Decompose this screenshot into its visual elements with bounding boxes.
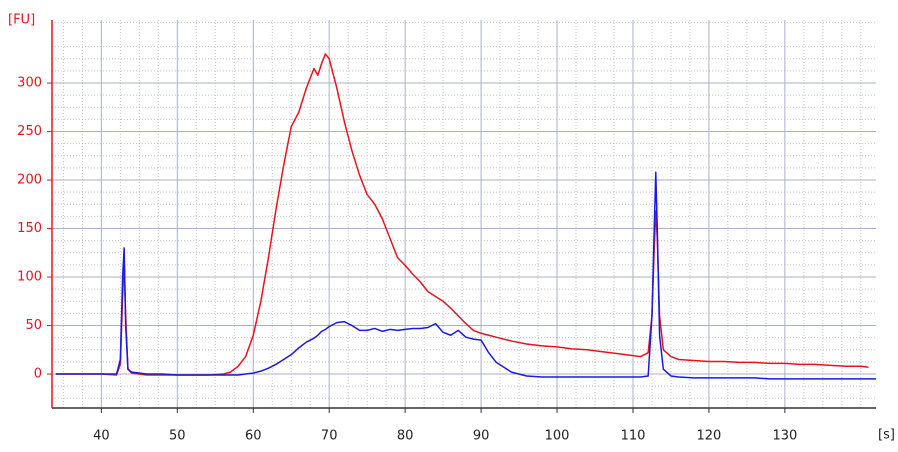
- x-tick-label: 60: [245, 429, 262, 444]
- x-tick-label: 130: [772, 429, 797, 444]
- y-tick-label: 300: [17, 76, 42, 91]
- x-tick-label: 120: [697, 429, 722, 444]
- x-tick-label: 110: [621, 429, 646, 444]
- x-tick-label: 50: [169, 429, 186, 444]
- y-tick-label: 100: [17, 270, 42, 285]
- y-axis-label: [FU]: [8, 13, 35, 28]
- x-axis-label: [s]: [878, 428, 895, 443]
- x-tick-label: 100: [545, 429, 570, 444]
- y-tick-label: 50: [25, 318, 42, 333]
- x-tick-label: 70: [321, 429, 338, 444]
- series-line: [55, 171, 876, 380]
- x-tick-label: 40: [93, 429, 110, 444]
- y-tick-label: 0: [34, 367, 42, 382]
- x-tick-label: 80: [397, 429, 414, 444]
- y-tick-label: 150: [17, 221, 42, 236]
- x-tick-label: 90: [473, 429, 490, 444]
- y-tick-label: 200: [17, 173, 42, 188]
- y-tick-label: 250: [17, 124, 42, 139]
